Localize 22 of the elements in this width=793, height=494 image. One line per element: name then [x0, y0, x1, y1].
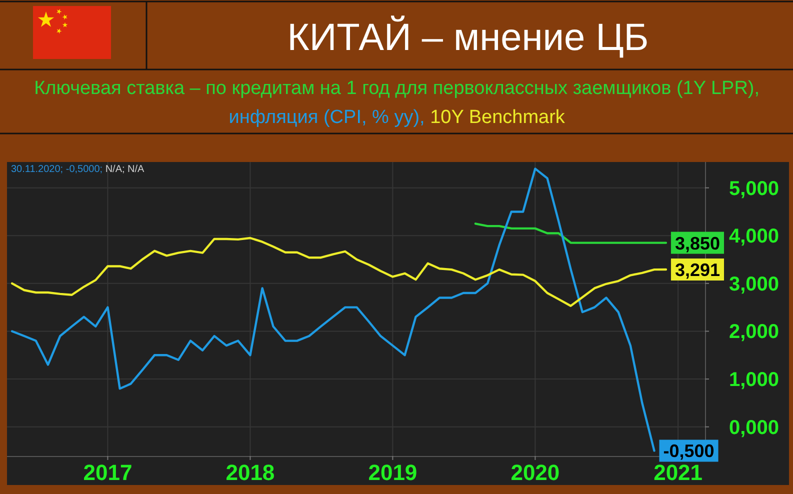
- x-tick-label: 2018: [226, 460, 275, 485]
- y-tick-label: 3,000: [729, 273, 780, 296]
- y-tick-label: 2,000: [729, 321, 780, 344]
- y-tick-label: 4,000: [729, 226, 780, 248]
- x-tick-label: 2017: [83, 460, 132, 485]
- text: Ключевая ставка – по кредитам на 1 год для первоклассных заемщиков (1Y LPR),: [34, 78, 760, 99]
- x-tick-label: 2020: [510, 460, 560, 485]
- x-tick-label: 2019: [368, 460, 418, 485]
- y-tick-label: 1,000: [729, 369, 780, 392]
- data-label: 3,291: [674, 260, 720, 280]
- line-series: [10, 236, 668, 307]
- chart-title: КИТАЙ – мнение ЦБ: [287, 15, 649, 59]
- data-label: 3,850: [674, 233, 720, 254]
- annotation: 30.11.2020; -0,5000;: [11, 164, 103, 175]
- annotation: N/A; N/A: [105, 164, 145, 175]
- text: 10Y Benchmark: [430, 107, 566, 128]
- y-tick-label: 5,000: [729, 178, 780, 200]
- text: инфляция (CPI, % yy),: [228, 107, 425, 128]
- line-series: [474, 222, 668, 244]
- y-tick-label: 0,000: [729, 416, 780, 439]
- x-tick-label: 2021: [654, 460, 703, 485]
- data-label: -0,500: [663, 441, 714, 462]
